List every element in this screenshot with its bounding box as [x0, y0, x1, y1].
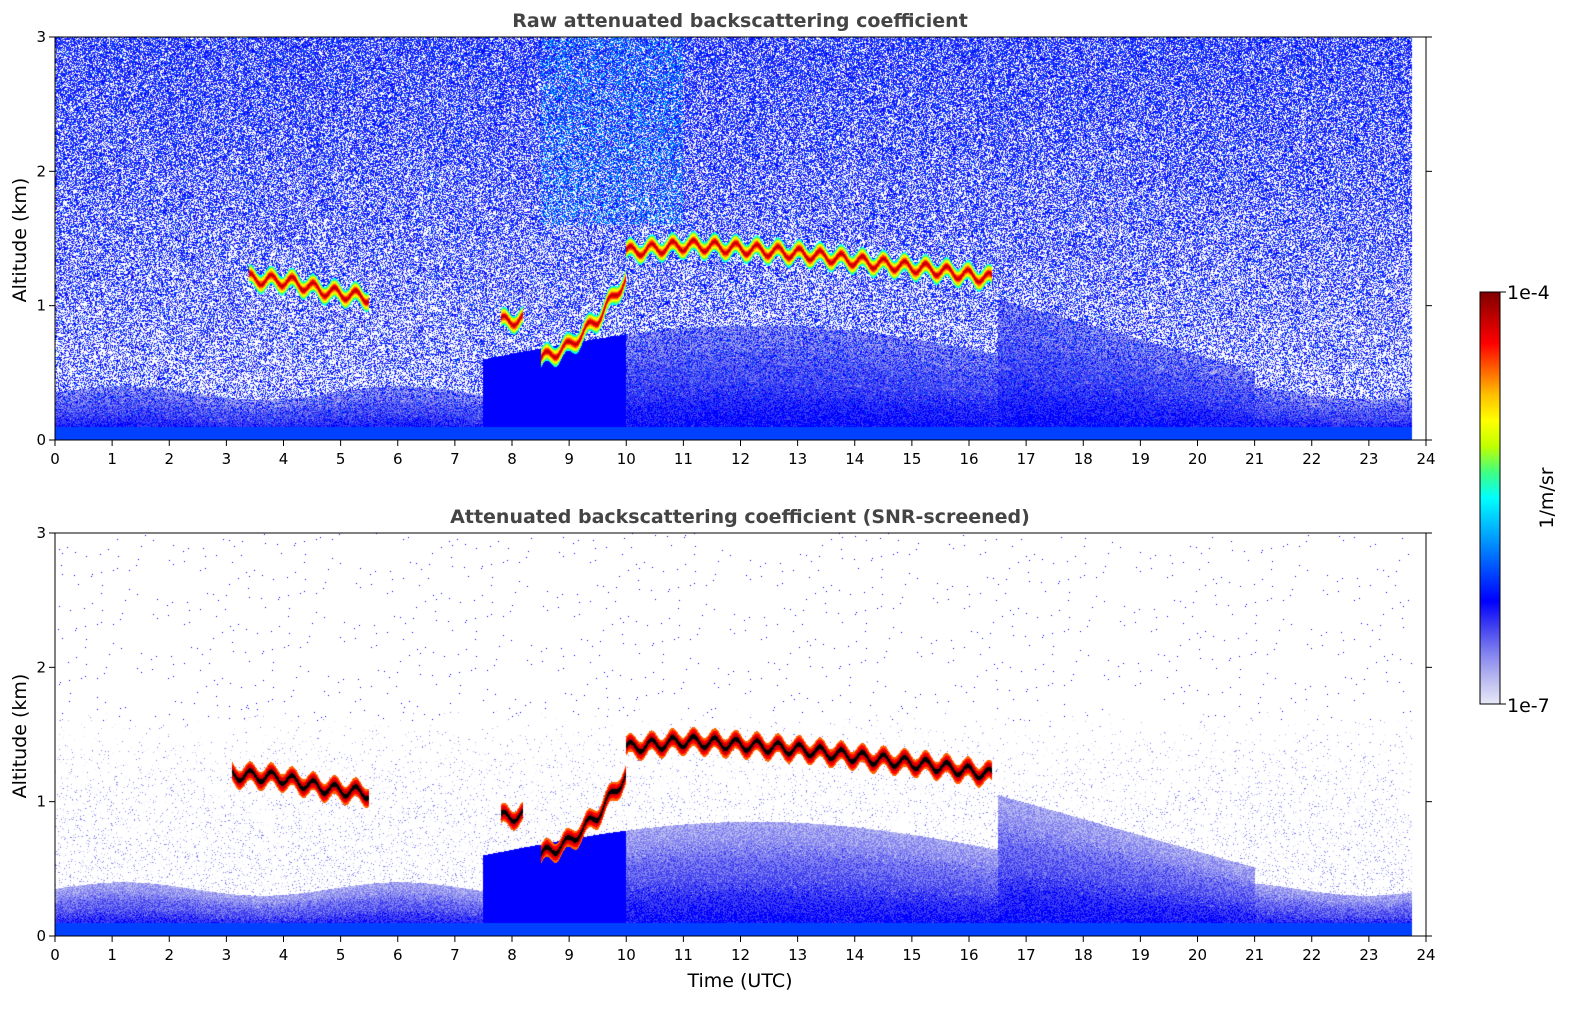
colorbar-scale [1479, 291, 1501, 705]
x-tick-label: 23 [1359, 946, 1378, 964]
x-tick-label: 3 [222, 450, 232, 468]
x-tick-label: 6 [393, 450, 403, 468]
x-tick-label: 15 [902, 450, 921, 468]
x-tick-label: 15 [902, 946, 921, 964]
x-tick-label: 6 [393, 946, 403, 964]
y-axis-label-raw: Altitude (km) [9, 178, 31, 303]
x-tick-label: 5 [336, 450, 346, 468]
x-tick-label: 8 [507, 946, 517, 964]
y-tick-label: 1 [36, 297, 46, 315]
x-tick-label: 19 [1131, 450, 1150, 468]
x-tick-label: 24 [1416, 450, 1435, 468]
x-tick-label: 23 [1359, 450, 1378, 468]
panel-raw: Raw attenuated backscattering coefficien… [9, 10, 1436, 468]
x-tick-label: 9 [564, 450, 574, 468]
panel-screened: Attenuated backscattering coefficient (S… [9, 506, 1436, 992]
y-tick-label: 2 [36, 162, 46, 180]
x-tick-label: 9 [564, 946, 574, 964]
x-tick-label: 17 [1017, 450, 1036, 468]
y-tick-label: 3 [36, 524, 46, 542]
x-tick-label: 14 [845, 946, 864, 964]
x-tick-label: 17 [1017, 946, 1036, 964]
x-tick-label: 13 [788, 946, 807, 964]
x-tick-label: 24 [1416, 946, 1435, 964]
chart-title-raw: Raw attenuated backscattering coefficien… [512, 10, 968, 32]
y-axis-screened: 0 1 2 3 [36, 524, 1432, 945]
x-tick-label: 16 [959, 450, 978, 468]
y-axis-label-screened: Altitude (km) [9, 674, 31, 799]
y-tick-label: 0 [36, 927, 46, 945]
x-tick-label: 1 [107, 946, 117, 964]
x-tick-label: 13 [788, 450, 807, 468]
x-tick-label: 10 [617, 946, 636, 964]
x-tick-label: 12 [731, 450, 750, 468]
y-tick-label: 0 [36, 431, 46, 449]
x-axis-screened: 0 1 2 3 4 5 6 7 8 9 10 11 12 13 14 15 16 17 18 19 20 21 22 23 24 [50, 936, 1436, 964]
x-tick-label: 4 [279, 450, 289, 468]
x-tick-label: 18 [1074, 450, 1093, 468]
x-tick-label: 5 [336, 946, 346, 964]
x-tick-label: 3 [222, 946, 232, 964]
x-axis-label: Time (UTC) [686, 970, 792, 992]
x-tick-label: 7 [450, 450, 460, 468]
x-tick-label: 0 [50, 450, 60, 468]
colorbar-min-label: 1e-7 [1507, 695, 1550, 717]
colorbar: 1e-4 1e-7 1/m/sr [1479, 282, 1558, 717]
x-tick-label: 18 [1074, 946, 1093, 964]
x-tick-label: 2 [164, 450, 174, 468]
x-tick-label: 22 [1302, 450, 1321, 468]
x-tick-label: 12 [731, 946, 750, 964]
heatmap-screened [55, 533, 1426, 936]
x-tick-label: 2 [164, 946, 174, 964]
y-tick-label: 1 [36, 793, 46, 811]
y-tick-label: 2 [36, 658, 46, 676]
x-tick-label: 10 [617, 450, 636, 468]
x-tick-label: 11 [674, 450, 693, 468]
x-axis-raw: 0 1 2 3 4 5 6 7 8 9 10 11 12 13 14 15 16 17 18 19 20 21 22 23 24 [50, 440, 1436, 468]
y-tick-label: 3 [36, 28, 46, 46]
x-tick-label: 20 [1188, 450, 1207, 468]
heatmap-raw [55, 37, 1426, 440]
y-axis-raw: 0 1 2 3 [36, 28, 1432, 449]
chart-title-screened: Attenuated backscattering coefficient (S… [450, 506, 1030, 528]
colorbar-unit-label: 1/m/sr [1536, 467, 1558, 528]
heatmap-image [55, 533, 1426, 936]
x-tick-label: 7 [450, 946, 460, 964]
x-tick-label: 20 [1188, 946, 1207, 964]
x-tick-label: 0 [50, 946, 60, 964]
x-tick-label: 22 [1302, 946, 1321, 964]
x-tick-label: 21 [1245, 450, 1264, 468]
x-tick-label: 4 [279, 946, 289, 964]
x-tick-label: 8 [507, 450, 517, 468]
x-tick-label: 1 [107, 450, 117, 468]
x-tick-label: 14 [845, 450, 864, 468]
x-tick-label: 19 [1131, 946, 1150, 964]
colorbar-max-label: 1e-4 [1507, 282, 1550, 304]
heatmap-image [55, 37, 1426, 440]
x-tick-label: 21 [1245, 946, 1264, 964]
x-tick-label: 16 [959, 946, 978, 964]
x-tick-label: 11 [674, 946, 693, 964]
